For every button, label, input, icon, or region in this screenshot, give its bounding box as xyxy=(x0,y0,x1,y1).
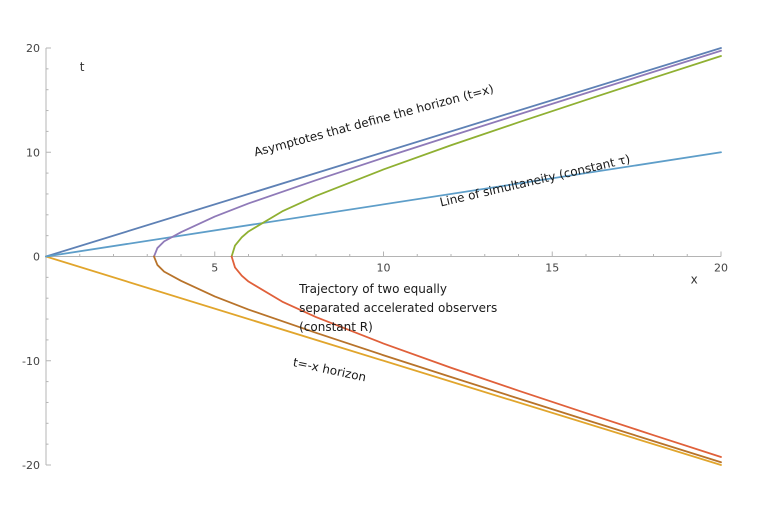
annotation-3: Trajectory of two equally separated accel… xyxy=(298,282,497,334)
annotation-layer: Asymptotes that define the horizon (t=x)… xyxy=(252,82,631,385)
annotation-4: t=-x horizon xyxy=(292,355,368,384)
annotation-line: separated accelerated observers xyxy=(299,301,497,315)
annotation-line: Trajectory of two equally xyxy=(298,282,447,296)
series-line-asymptote-upper xyxy=(45,47,722,258)
series-line-trajectory-1-lower xyxy=(153,255,722,464)
annotation-2: Line of simultaneity (constant τ) xyxy=(438,152,631,210)
x-tick-label: 10 xyxy=(377,262,391,275)
annotation-1: Asymptotes that define the horizon (t=x) xyxy=(252,82,495,160)
series-line-trajectory-1-upper xyxy=(153,49,722,258)
x-tick-label: 20 xyxy=(714,262,728,275)
series-line-trajectory-2-upper xyxy=(230,55,722,258)
x-tick-label: 15 xyxy=(545,262,559,275)
y-axis-title: t xyxy=(80,60,85,74)
y-tick-label: 20 xyxy=(26,42,40,55)
series-line-simultaneity xyxy=(45,151,722,258)
series-line-asymptote-lower xyxy=(45,255,722,466)
x-tick-label: 5 xyxy=(211,262,218,275)
axes: 5 10 15 20 -20 -10 0 10 20 xyxy=(22,42,728,472)
x-axis-title: x xyxy=(691,273,698,287)
series-line-trajectory-2-lower xyxy=(230,255,722,458)
series-layer xyxy=(45,47,722,466)
y-tick-label: -20 xyxy=(22,459,40,472)
annotation-line: (constant R) xyxy=(299,320,373,334)
y-tick-label: 0 xyxy=(33,251,40,264)
y-tick-label: -10 xyxy=(22,355,40,368)
y-tick-label: 10 xyxy=(26,146,40,159)
